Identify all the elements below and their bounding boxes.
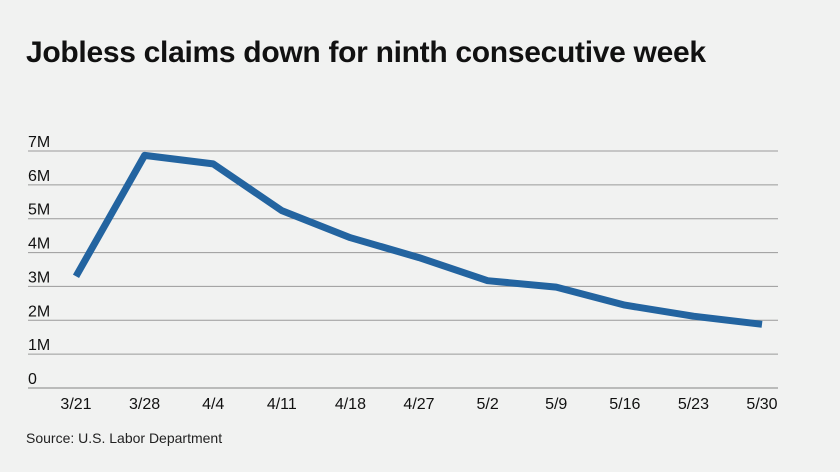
y-axis-ticks: 0 1M 2M 3M 4M 5M 6M 7M: [28, 134, 50, 388]
chart-title: Jobless claims down for ninth consecutiv…: [26, 36, 706, 69]
x-tick-label: 5/23: [678, 396, 709, 413]
y-tick-label: 1M: [28, 337, 50, 354]
x-tick-label: 4/27: [403, 396, 434, 413]
y-tick-label: 4M: [28, 236, 50, 253]
x-tick-label: 4/18: [335, 396, 366, 413]
y-tick-label: 7M: [28, 134, 50, 151]
y-tick-label: 3M: [28, 269, 50, 286]
x-tick-label: 5/2: [476, 396, 498, 413]
y-tick-label: 5M: [28, 202, 50, 219]
x-tick-label: 5/30: [746, 396, 777, 413]
series-lines: [72, 151, 763, 328]
source-note: Source: U.S. Labor Department: [26, 430, 223, 446]
y-tick-label: 2M: [28, 303, 50, 320]
x-tick-label: 4/4: [202, 396, 224, 413]
x-tick-label: 3/21: [60, 396, 91, 413]
x-axis-ticks: 3/21 3/28 4/4 4/11 4/18 4/27 5/2 5/9 5/16 5/23 5/3…: [60, 396, 777, 413]
y-tick-label: 0: [28, 371, 37, 388]
x-tick-label: 4/11: [267, 396, 297, 413]
gridlines: [28, 150, 778, 389]
x-tick-label: 5/9: [545, 396, 567, 413]
x-tick-label: 5/16: [609, 396, 640, 413]
x-tick-label: 3/28: [129, 396, 160, 413]
series-line-0: [72, 151, 763, 328]
y-tick-label: 6M: [28, 168, 50, 185]
